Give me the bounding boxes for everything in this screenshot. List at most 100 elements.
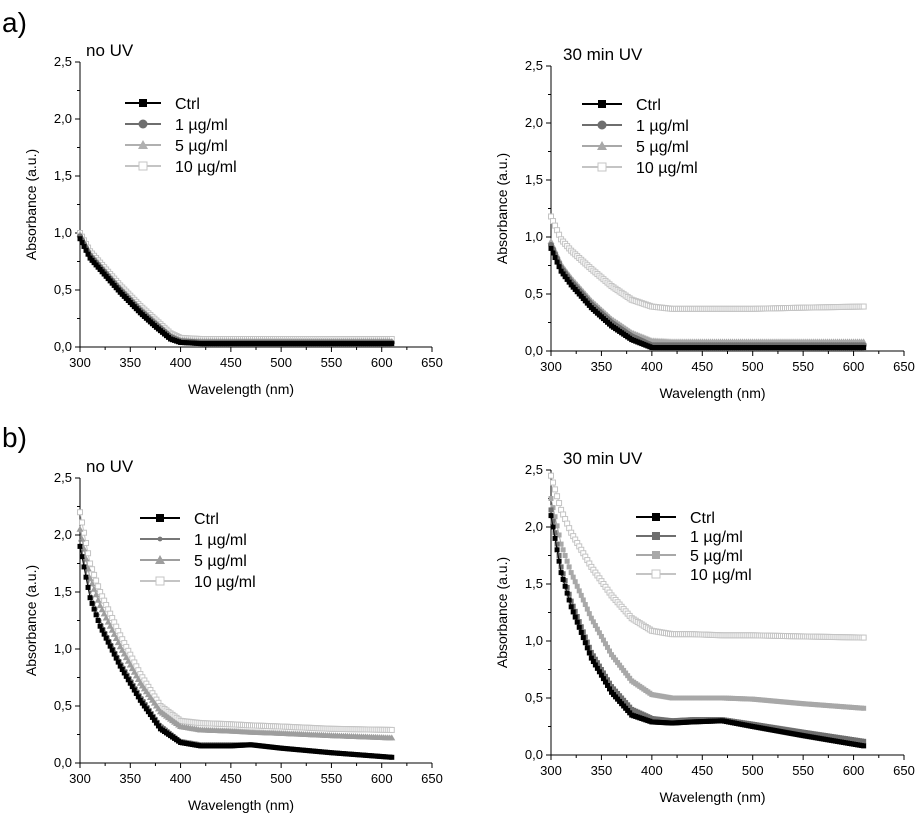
data-point: [578, 592, 584, 598]
data-point: [147, 712, 153, 718]
legend-marker: [598, 100, 606, 108]
data-point: [84, 565, 92, 572]
data-point: [574, 583, 580, 589]
x-tick-label: 550: [321, 355, 343, 370]
chart-title: no UV: [86, 457, 134, 476]
legend-marker: [156, 514, 164, 522]
x-tick-label: 600: [843, 763, 865, 778]
data-point: [114, 639, 122, 646]
data-point: [155, 723, 161, 729]
x-tick-label: 350: [119, 771, 141, 786]
x-tick-label: 550: [321, 771, 343, 786]
series-line: [550, 241, 864, 343]
legend-item: 5 µg/ml: [125, 138, 228, 155]
data-point: [560, 271, 566, 277]
data-point: [83, 539, 90, 546]
data-point: [554, 523, 560, 529]
data-point: [586, 611, 592, 617]
data-point: [552, 530, 558, 536]
legend-item: 10 µg/ml: [125, 159, 237, 176]
legend-item: Ctrl: [140, 511, 219, 528]
data-point: [113, 655, 119, 661]
data-point: [100, 610, 108, 617]
series-4: [548, 472, 867, 641]
data-point: [548, 513, 554, 519]
data-point: [564, 590, 570, 596]
panel-label-b: b): [2, 422, 27, 453]
x-tick-label: 400: [641, 359, 663, 374]
data-point: [861, 743, 867, 749]
data-point: [572, 579, 578, 585]
data-point: [570, 574, 576, 580]
x-tick-label: 550: [792, 359, 814, 374]
y-tick-label: 0,5: [525, 690, 543, 705]
data-point: [615, 660, 621, 666]
legend-item: 5 µg/ml: [140, 553, 247, 570]
series-4: [548, 213, 867, 312]
y-axis-label: Absorbance (a.u.): [494, 153, 510, 264]
data-point: [85, 550, 92, 557]
data-point: [598, 672, 604, 678]
x-tick-label: 500: [742, 359, 764, 374]
data-point: [604, 644, 610, 650]
data-point: [562, 274, 568, 280]
data-point: [552, 535, 558, 541]
legend-item: 1 µg/ml: [636, 529, 743, 546]
legend-item: Ctrl: [582, 97, 661, 114]
x-tick-label: 500: [742, 763, 764, 778]
series-1: [77, 236, 395, 347]
x-tick-label: 600: [371, 355, 393, 370]
legend-label: 5 µg/ml: [194, 553, 247, 570]
data-point: [570, 609, 576, 615]
legend-label: 1 µg/ml: [175, 117, 228, 134]
data-point: [566, 564, 572, 570]
data-point: [109, 647, 115, 653]
data-point: [106, 622, 114, 629]
data-point: [600, 637, 606, 643]
x-tick-label: 300: [540, 359, 562, 374]
x-tick-label: 650: [421, 771, 443, 786]
x-tick-label: 300: [69, 771, 91, 786]
y-tick-label: 1,5: [525, 576, 543, 591]
data-point: [389, 754, 395, 760]
data-point: [102, 614, 110, 621]
data-point: [98, 606, 106, 613]
data-point: [135, 694, 141, 700]
legend-item: Ctrl: [125, 96, 200, 113]
data-point: [592, 622, 598, 628]
legend-item: 5 µg/ml: [636, 548, 743, 565]
data-point: [93, 577, 100, 584]
data-point: [95, 618, 101, 623]
data-point: [602, 641, 608, 647]
data-point: [578, 629, 584, 635]
data-point: [556, 500, 563, 507]
data-point: [76, 525, 84, 532]
series-1: [548, 513, 867, 749]
data-point: [594, 665, 600, 671]
data-point: [580, 635, 586, 641]
data-point: [860, 303, 867, 310]
data-point: [556, 532, 562, 538]
x-tick-label: 500: [270, 771, 292, 786]
data-point: [861, 738, 867, 744]
data-point: [388, 726, 395, 733]
data-point: [596, 630, 602, 636]
y-tick-label: 2,5: [525, 462, 543, 477]
chart-title: 30 min UV: [563, 45, 643, 64]
chart-1: 300 350 400 450 500 550 600 650 0,0 0,5 1,0 1,5 2,0 2…: [23, 41, 443, 397]
x-tick-label: 600: [371, 771, 393, 786]
data-point: [139, 700, 145, 706]
data-point: [609, 652, 615, 658]
data-point: [564, 558, 570, 564]
legend-marker: [138, 161, 148, 171]
legend-marker: [138, 140, 148, 149]
legend-item: 1 µg/ml: [125, 117, 228, 134]
data-point: [85, 584, 91, 590]
y-tick-label: 2,0: [525, 115, 543, 130]
y-tick-label: 0,5: [54, 698, 72, 713]
data-point: [586, 650, 592, 656]
y-tick-label: 2,0: [525, 519, 543, 534]
series-3: [548, 496, 867, 711]
series-3: [76, 525, 396, 741]
data-point: [93, 612, 99, 618]
